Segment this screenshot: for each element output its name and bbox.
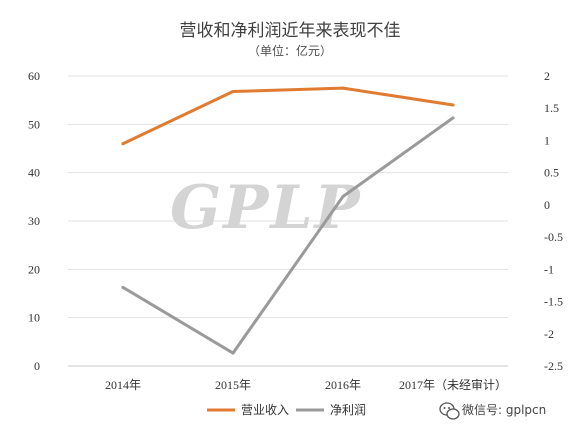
series-lines [121, 86, 455, 355]
left-tick-label: 0 [34, 359, 40, 373]
data-point [341, 195, 345, 199]
right-tick-label: 0 [544, 198, 550, 212]
left-tick-label: 20 [28, 262, 40, 276]
series-line-1 [121, 116, 455, 355]
x-tick-label: 2015年 [215, 378, 251, 392]
left-tick-label: 10 [28, 311, 40, 325]
right-tick-label: 0.5 [544, 166, 559, 180]
x-axis: 2014年 2015年 2016年 2017年（未经审计） [105, 377, 507, 392]
left-tick-label: 60 [28, 69, 40, 83]
data-point [121, 142, 125, 146]
left-tick-label: 50 [28, 117, 40, 131]
wechat-icon [439, 402, 460, 420]
wechat-badge: 微信号: gplpcn [439, 402, 546, 420]
right-tick-label: 2 [544, 69, 550, 83]
data-point [231, 89, 235, 93]
data-point [121, 285, 125, 289]
x-tick-label: 2016年 [325, 378, 361, 392]
gridlines [68, 75, 508, 367]
right-tick-label: 1 [544, 133, 550, 147]
right-tick-label: -2 [544, 327, 554, 341]
right-tick-label: -2.5 [544, 359, 563, 373]
data-point [451, 116, 455, 120]
data-point [341, 86, 345, 90]
chart-subtitle: （单位：亿元） [248, 43, 332, 58]
data-point [231, 351, 235, 355]
chart-title: 营收和净利润近年来表现不佳 [180, 21, 401, 41]
legend-label-revenue: 营业收入 [241, 403, 289, 417]
wechat-label: 微信号: gplpcn [462, 403, 546, 417]
data-point [451, 103, 455, 107]
legend: 营业收入 净利润 [207, 403, 366, 417]
x-tick-label: 2017年（未经审计） [399, 377, 507, 392]
right-tick-label: -1.5 [544, 295, 563, 309]
right-tick-label: -0.5 [544, 230, 563, 244]
series-line-0 [121, 86, 455, 146]
right-axis: -2.5 -2 -1.5 -1 -0.5 0 0.5 1 1.5 2 [544, 69, 563, 373]
left-axis: 0 10 20 30 40 50 60 [28, 69, 40, 373]
x-tick-label: 2014年 [105, 378, 141, 392]
legend-label-profit: 净利润 [330, 403, 366, 417]
watermark: GPLP [170, 173, 362, 243]
right-tick-label: -1 [544, 262, 554, 276]
left-tick-label: 30 [28, 214, 40, 228]
right-tick-label: 1.5 [544, 101, 559, 115]
left-tick-label: 40 [28, 166, 40, 180]
